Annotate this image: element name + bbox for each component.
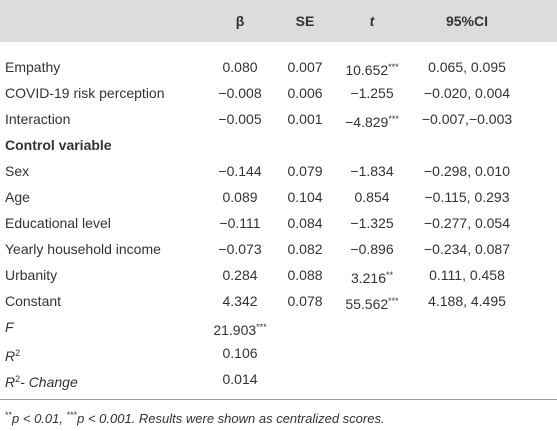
table-cell: 0.854 [354,189,390,205]
text-part: 2 [15,374,21,384]
text-part: *** [66,410,78,420]
text-part: 2 [15,348,21,358]
table-cell: −1.325 [350,215,394,231]
row-label: R2- Change [5,366,78,395]
table-cell: −0.234, 0.087 [423,241,511,257]
table-cell: 10.652*** [345,54,398,83]
table-cell: −0.277, 0.054 [423,215,511,231]
text-part: *** [256,322,267,332]
text-part: 55.562 [345,296,389,312]
row-label: Interaction [5,111,71,127]
table-cell: 0.111, 0.458 [429,267,505,283]
table-cell: −0.111 [219,215,261,231]
table-cell: −0.020, 0.004 [423,85,511,101]
table-cell: 0.082 [287,241,323,257]
table-cell: −0.008 [218,85,262,101]
table-cell: −0.115, 0.293 [424,189,510,205]
table-cell: 0.079 [287,163,323,179]
row-label: Yearly household income [5,241,161,257]
row-label: Sex [5,163,30,179]
table-cell: 0.089 [222,189,258,205]
table-cell: 0.104 [287,189,323,205]
table-cell: −0.073 [218,241,262,257]
text-part: 3.216 [350,270,387,286]
table-cell: 0.065, 0.095 [428,59,506,75]
table-cell: 0.084 [287,215,323,231]
text-part: t [369,13,375,29]
table-cell: 21.903*** [213,314,266,343]
column-header: t [370,8,375,34]
header-band [0,0,557,42]
column-header: β [235,13,245,29]
column-header: 95%CI [445,13,489,29]
table-cell: −1.255 [350,85,394,101]
table-cell: −1.834 [350,163,394,179]
table-cell: 4.342 [222,293,258,309]
table-cell: 0.014 [222,371,258,387]
table-cell: −4.829*** [345,106,399,135]
text-part: *** [388,114,399,124]
table-cell: 0.001 [287,111,323,127]
row-label: R2 [5,340,20,369]
row-label: Empathy [5,59,61,75]
table-cell: 0.078 [287,293,323,309]
text-part: −4.829 [345,114,389,130]
table-cell: −0.005 [218,111,262,127]
table-cell: −0.007,−0.003 [421,111,513,127]
text-part: R [5,348,16,364]
row-label: COVID-19 risk perception [5,85,165,101]
text-part: < 0.001. Results were shown as centraliz… [84,411,385,426]
text-part: p [77,411,85,426]
row-label: Urbanity [5,267,58,283]
table-cell: 0.006 [287,85,323,101]
table-cell: 3.216** [351,262,393,291]
row-label: Control variable [5,137,112,153]
table-cell: 0.106 [222,345,258,361]
text-part: p [12,411,20,426]
text-part: F [5,319,14,335]
row-label: F [5,314,14,340]
text-part: - Change [20,374,78,390]
bottom-rule [0,399,557,400]
table-cell: −0.896 [350,241,394,257]
table-cell: 55.562*** [345,288,398,317]
text-part: R [5,374,16,390]
table-cell: 0.088 [287,267,323,283]
text-part: ** [386,270,394,280]
text-part: *** [388,62,399,72]
table-cell: 0.284 [222,267,258,283]
table-cell: 4.188, 4.495 [428,293,506,309]
row-label: Educational level [5,215,111,231]
table-cell: −0.298, 0.010 [423,163,511,179]
table-cell: 0.007 [287,59,323,75]
text-part: < 0.01, [19,411,67,426]
footnote: **p < 0.01, ***p < 0.001. Results were s… [5,410,385,426]
table-cell: −0.144 [218,163,262,179]
text-part: ** [5,410,13,420]
row-label: Constant [5,293,62,309]
row-label: Age [5,189,30,205]
text-part: *** [388,296,399,306]
table-cell: 0.080 [222,59,258,75]
column-header: SE [295,13,315,29]
text-part: 21.903 [213,322,257,338]
text-part: 10.652 [345,62,389,78]
